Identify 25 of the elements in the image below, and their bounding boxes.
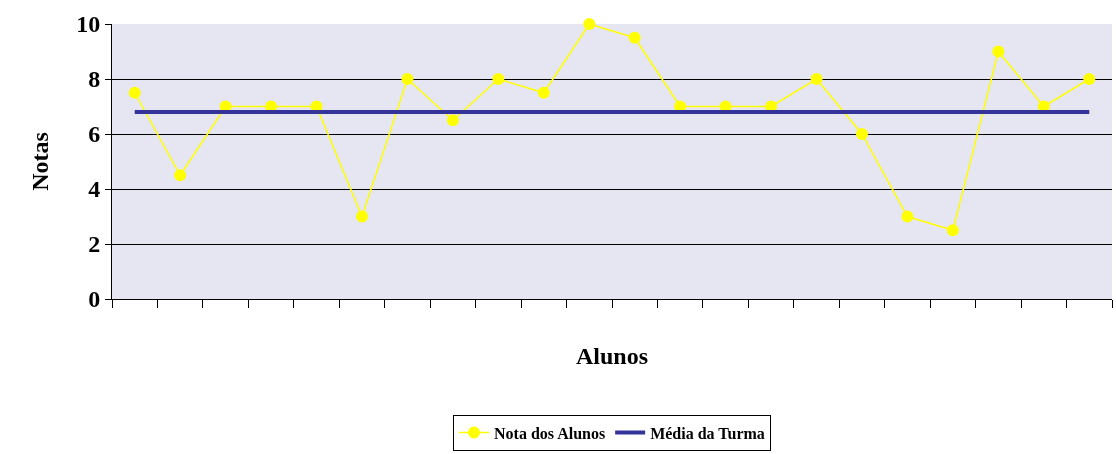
point xyxy=(492,73,505,85)
point xyxy=(810,73,823,85)
point xyxy=(174,169,187,182)
point xyxy=(1083,73,1096,85)
point xyxy=(128,86,141,99)
y-tick-label: 10 xyxy=(76,11,101,38)
y-tick-label: 2 xyxy=(88,231,101,258)
point xyxy=(537,86,550,99)
y-tick-label: 6 xyxy=(88,121,101,148)
point xyxy=(628,31,641,44)
point xyxy=(446,114,459,127)
point xyxy=(401,73,414,85)
x-axis-title: Alunos xyxy=(575,343,649,370)
y-tick-label: 8 xyxy=(88,66,101,93)
point xyxy=(583,18,596,30)
y-axis-title: Notas xyxy=(27,132,54,191)
y-tick-label: 4 xyxy=(88,176,101,203)
y-tick-label: 0 xyxy=(88,286,101,313)
legend-label: Média da Turma xyxy=(650,424,765,442)
point xyxy=(901,210,914,223)
legend-label: Nota dos Alunos xyxy=(494,424,606,442)
point xyxy=(992,45,1005,58)
point xyxy=(946,224,959,237)
point xyxy=(856,128,868,140)
point xyxy=(356,210,368,223)
